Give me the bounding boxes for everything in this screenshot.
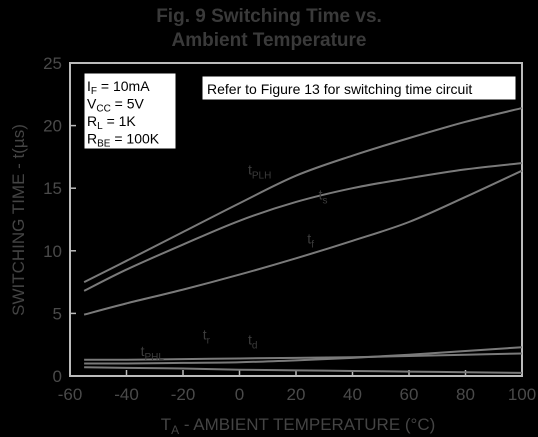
series-label-main: t: [141, 343, 145, 359]
x-axis-label-main: T: [161, 415, 171, 434]
series-label-main: t: [319, 186, 323, 202]
condition-line: RBE = 100K: [87, 131, 160, 150]
x-tick-label: 40: [343, 385, 362, 404]
condition-line: VCC = 5V: [87, 96, 145, 115]
note-text: Refer to Figure 13 for switching time ci…: [207, 81, 472, 97]
series-label-sub: PLH: [252, 170, 271, 181]
condition-subscript: CC: [96, 104, 110, 115]
condition-symbol: I: [87, 78, 91, 94]
y-axis-label: SWITCHING TIME - t(µs): [9, 124, 28, 316]
y-tick-label: 5: [53, 304, 62, 323]
condition-symbol: V: [87, 96, 97, 112]
condition-subscript: F: [91, 86, 97, 97]
x-tick-label: 100: [508, 385, 536, 404]
condition-symbol: R: [87, 113, 97, 129]
x-axis-label-rest: - AMBIENT TEMPERATURE (°C): [179, 415, 435, 434]
chart-title-line-1: Fig. 9 Switching Time vs.: [156, 6, 382, 27]
series-label-sub: d: [252, 341, 258, 352]
x-tick-label: 60: [400, 385, 419, 404]
condition-value: = 100K: [110, 131, 159, 147]
series-label-sub: f: [311, 239, 314, 250]
x-axis-label-sub: A: [171, 423, 179, 437]
y-tick-label: 25: [43, 54, 62, 73]
series-label-sub: r: [207, 336, 211, 347]
conditions-box: [83, 72, 177, 150]
chart-title-line-2: Ambient Temperature: [171, 30, 367, 51]
series-line-ts: [83, 162, 523, 292]
series-label-main: t: [203, 327, 207, 343]
condition-subscript: BE: [97, 139, 111, 150]
condition-symbol: R: [87, 131, 97, 147]
y-tick-label: 10: [43, 242, 62, 261]
series-label-tphl: tPHL: [141, 343, 165, 363]
series-line-tr: [84, 346, 523, 365]
series-line-tf: [83, 169, 523, 316]
series-line-tplh: [83, 107, 523, 283]
x-tick-label: -60: [58, 385, 83, 404]
x-tick-label: -20: [171, 385, 196, 404]
condition-value: = 1K: [103, 113, 137, 129]
x-tick-label: 20: [287, 385, 306, 404]
note-box: [201, 75, 517, 101]
series-line-td: [84, 366, 523, 374]
series-label-sub: PHL: [145, 352, 165, 363]
condition-line: RL = 1K: [87, 113, 136, 132]
series-label-tplh: tPLH: [248, 161, 271, 181]
series-label-sub: s: [322, 195, 327, 206]
condition-line: IF = 10mA: [87, 78, 150, 97]
y-tick-label: 20: [43, 117, 62, 136]
series-label-main: t: [248, 161, 252, 177]
series-label-main: t: [248, 332, 252, 348]
series-label-ts: ts: [319, 186, 328, 206]
x-axis-label: TA - AMBIENT TEMPERATURE (°C): [161, 415, 436, 437]
series-label-tf: tf: [307, 230, 314, 250]
series-label-main: t: [307, 230, 311, 246]
condition-value: = 5V: [111, 96, 145, 112]
condition-subscript: L: [97, 121, 103, 132]
series-label-td: td: [248, 332, 257, 352]
series-line-tphl: [84, 352, 523, 361]
x-tick-label: -40: [114, 385, 139, 404]
x-tick-label: 0: [235, 385, 244, 404]
y-tick-label: 15: [43, 179, 62, 198]
series-label-tr: tr: [203, 327, 211, 347]
y-tick-label: 0: [53, 367, 62, 386]
condition-value: = 10mA: [97, 78, 150, 94]
x-tick-label: 80: [456, 385, 475, 404]
